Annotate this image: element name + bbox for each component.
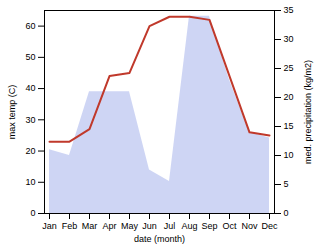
svg-text:35: 35 [284, 5, 294, 15]
svg-text:0: 0 [284, 208, 289, 218]
svg-text:Jul: Jul [164, 221, 176, 231]
svg-text:5: 5 [284, 179, 289, 189]
svg-text:Mar: Mar [82, 221, 98, 231]
svg-text:15: 15 [284, 121, 294, 131]
svg-text:Nov: Nov [241, 221, 258, 231]
svg-text:50: 50 [25, 52, 35, 62]
svg-text:10: 10 [284, 150, 294, 160]
svg-text:Feb: Feb [62, 221, 78, 231]
svg-text:Dec: Dec [261, 221, 278, 231]
svg-text:Jan: Jan [42, 221, 57, 231]
svg-text:40: 40 [25, 83, 35, 93]
svg-text:Apr: Apr [102, 221, 116, 231]
svg-text:Sep: Sep [201, 221, 217, 231]
svg-text:May: May [121, 221, 139, 231]
svg-text:20: 20 [284, 92, 294, 102]
svg-text:0: 0 [30, 208, 35, 218]
svg-text:60: 60 [25, 21, 35, 31]
svg-text:med. precipitation (kg/m2): med. precipitation (kg/m2) [303, 60, 313, 164]
svg-text:Oct: Oct [222, 221, 237, 231]
svg-text:max temp (C): max temp (C) [7, 85, 17, 140]
svg-text:30: 30 [25, 115, 35, 125]
svg-text:date (month): date (month) [134, 234, 185, 244]
svg-text:30: 30 [284, 34, 294, 44]
svg-text:10: 10 [25, 177, 35, 187]
svg-text:25: 25 [284, 63, 294, 73]
svg-text:20: 20 [25, 146, 35, 156]
svg-text:Jun: Jun [142, 221, 157, 231]
svg-text:Aug: Aug [181, 221, 197, 231]
